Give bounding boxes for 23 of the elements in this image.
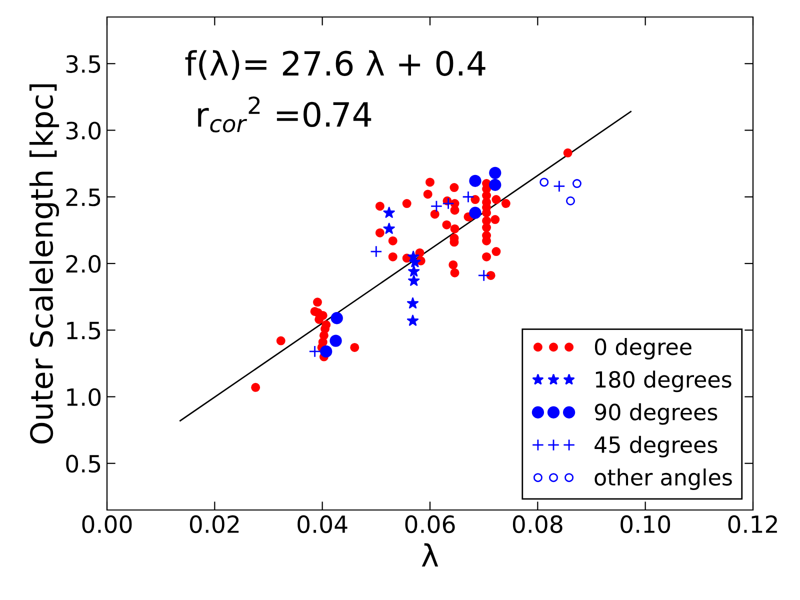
y-tick-label: 1.0 [67, 388, 101, 406]
x-tick-label: 0.06 [405, 515, 455, 534]
annotation: f(λ)= 27.6 λ + 0.4 [185, 50, 486, 80]
x-axis-title: λ [422, 543, 438, 566]
y-tick-label: 1.5 [67, 322, 100, 340]
annotation: r$_{cor}$$^{2}$ =0.74 [198, 96, 372, 132]
legend-label: other angles [594, 468, 732, 490]
x-tick-label: 0.10 [620, 515, 670, 534]
x-tick-label: 0.04 [298, 515, 348, 534]
y-tick-label: 0.5 [66, 454, 100, 473]
x-tick-label: 0.00 [82, 515, 132, 534]
legend-label: 180 degrees [596, 370, 732, 392]
y-tick-label: 3.0 [66, 122, 101, 140]
x-tick-label: 0.12 [728, 515, 777, 534]
x-tick-label: 0.08 [512, 515, 562, 534]
legend-label: 0 degree [594, 338, 692, 360]
y-tick-label: 3.5 [66, 55, 100, 73]
y-tick-label: 2.0 [66, 254, 101, 273]
y-axis-title: Outer Scalelength [kpc] [29, 84, 60, 444]
y-tick-label: 2.5 [66, 188, 100, 206]
legend-label: 90 degrees [594, 403, 718, 425]
x-tick-label: 0.02 [190, 515, 239, 534]
legend-label: 45 degrees [594, 436, 718, 458]
